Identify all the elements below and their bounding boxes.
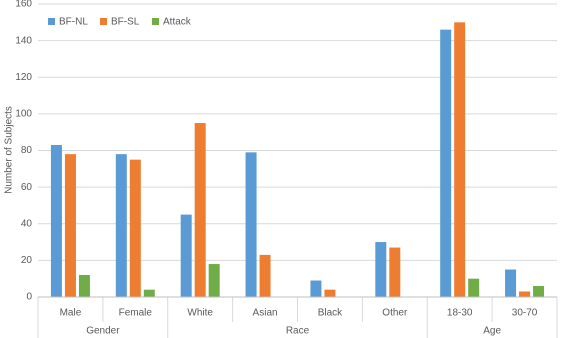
group-label: Age bbox=[483, 326, 501, 337]
bar bbox=[440, 29, 452, 297]
bar bbox=[50, 145, 62, 297]
y-tick-label: 20 bbox=[21, 255, 33, 266]
bar bbox=[533, 286, 545, 297]
bar bbox=[505, 269, 517, 297]
y-tick-label: 80 bbox=[21, 145, 33, 156]
bar bbox=[389, 247, 401, 297]
bar bbox=[208, 264, 220, 297]
y-tick-label: 60 bbox=[21, 182, 33, 193]
legend-label: BF-NL bbox=[59, 17, 88, 28]
x-tick-label: Female bbox=[119, 308, 153, 319]
bar bbox=[78, 275, 90, 297]
bar bbox=[310, 280, 322, 297]
x-tick-label: Male bbox=[60, 308, 82, 319]
legend-swatch bbox=[152, 18, 159, 25]
bar bbox=[324, 289, 336, 297]
group-label: Gender bbox=[86, 326, 120, 337]
x-tick-label: 18-30 bbox=[447, 308, 473, 319]
y-tick-label: 120 bbox=[15, 72, 32, 83]
legend-label: BF-SL bbox=[111, 17, 140, 28]
bar bbox=[245, 152, 257, 297]
legend-swatch bbox=[100, 18, 107, 25]
y-tick-label: 100 bbox=[15, 109, 32, 120]
y-tick-label: 160 bbox=[15, 0, 32, 10]
bar bbox=[64, 154, 76, 297]
bar bbox=[115, 154, 127, 297]
bar bbox=[194, 123, 206, 297]
y-axis-label: Number of Subjects bbox=[4, 106, 15, 194]
legend-label: Attack bbox=[163, 17, 192, 28]
bar bbox=[180, 214, 192, 297]
y-tick-label: 140 bbox=[15, 35, 32, 46]
bar bbox=[143, 289, 155, 297]
bar bbox=[468, 278, 480, 297]
group-label: Race bbox=[286, 326, 310, 337]
bar bbox=[454, 22, 466, 297]
bar bbox=[129, 159, 141, 297]
x-tick-label: White bbox=[187, 308, 213, 319]
bar bbox=[259, 254, 271, 297]
x-tick-label: Other bbox=[382, 308, 408, 319]
legend-swatch bbox=[48, 18, 55, 25]
y-tick-label: 40 bbox=[21, 218, 33, 229]
bar bbox=[519, 291, 531, 297]
x-tick-label: Asian bbox=[253, 308, 278, 319]
x-tick-label: Black bbox=[318, 308, 343, 319]
y-tick-label: 0 bbox=[26, 292, 32, 303]
bar bbox=[375, 242, 387, 297]
x-tick-label: 30-70 bbox=[512, 308, 538, 319]
